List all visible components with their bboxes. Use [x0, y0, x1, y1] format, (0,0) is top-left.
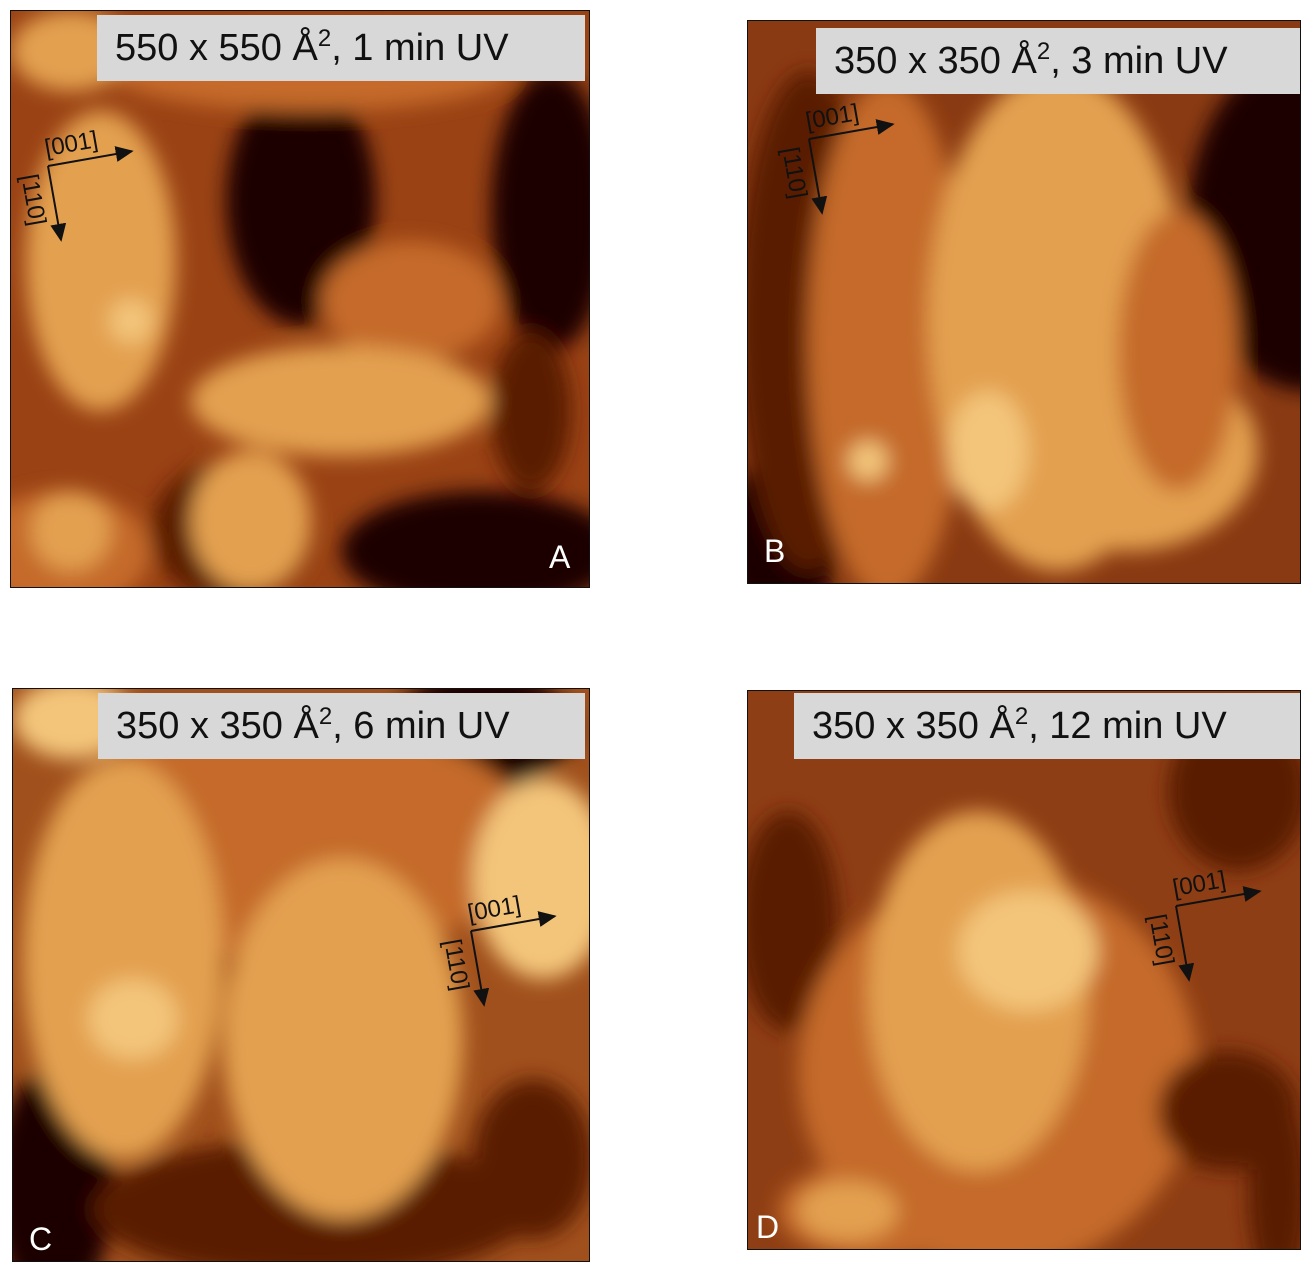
caption-exposure: , 6 min UV	[332, 705, 509, 747]
terrace	[1118, 211, 1238, 491]
caption-exposure: , 3 min UV	[1050, 40, 1227, 82]
caption-size: 350 x 350 Å	[834, 40, 1037, 82]
caption: 350 x 350 Å2, 12 min UV	[794, 693, 1300, 759]
caption-size: 550 x 550 Å	[115, 27, 318, 69]
image-panel: [001][110]350 x 350 Å2, 6 min UV C	[12, 688, 590, 1262]
image-panel: [001][110]350 x 350 Å2, 12 min UV D	[747, 690, 1301, 1250]
terrace	[491, 331, 571, 491]
terrace	[191, 451, 311, 588]
caption-exposure: , 12 min UV	[1028, 705, 1227, 747]
terrace	[798, 1181, 898, 1241]
caption-exponent: 2	[1037, 38, 1050, 65]
terrace	[321, 241, 501, 361]
stm-image: [001][110]	[13, 689, 590, 1262]
caption-exponent: 2	[318, 25, 331, 52]
stm-image: [001][110]	[11, 11, 590, 588]
terrace	[109, 299, 153, 343]
caption: 350 x 350 Å2, 6 min UV	[98, 693, 585, 759]
panel-letter: A	[549, 539, 570, 576]
terrace	[23, 759, 223, 1159]
terrace	[31, 491, 111, 571]
stm-image: [001][110]	[748, 691, 1301, 1250]
terrace	[948, 391, 1028, 511]
caption-exponent: 2	[319, 703, 332, 730]
panel-letter: B	[764, 533, 785, 570]
panel-letter: D	[756, 1209, 779, 1246]
image-panel: [001][110]350 x 350 Å2, 3 min UV B	[747, 20, 1301, 584]
caption-exponent: 2	[1015, 703, 1028, 730]
caption-size: 350 x 350 Å	[116, 705, 319, 747]
terrace	[223, 859, 463, 1219]
terrace	[191, 346, 491, 456]
caption-size: 350 x 350 Å	[812, 705, 1015, 747]
panel-letter: C	[29, 1221, 52, 1258]
terrace	[958, 891, 1098, 1011]
terrace	[88, 979, 178, 1059]
caption: 350 x 350 Å2, 3 min UV	[816, 28, 1300, 94]
caption-exposure: , 1 min UV	[331, 27, 508, 69]
stm-image: [001][110]	[748, 21, 1301, 584]
terrace	[1158, 1051, 1298, 1171]
page: [001][110]550 x 550 Å2, 1 min UVA[001][1…	[0, 0, 1301, 1262]
image-panel: [001][110]550 x 550 Å2, 1 min UV A	[10, 10, 590, 588]
terrace	[473, 1079, 590, 1239]
caption: 550 x 550 Å2, 1 min UV	[97, 15, 585, 81]
terrace	[848, 441, 888, 481]
